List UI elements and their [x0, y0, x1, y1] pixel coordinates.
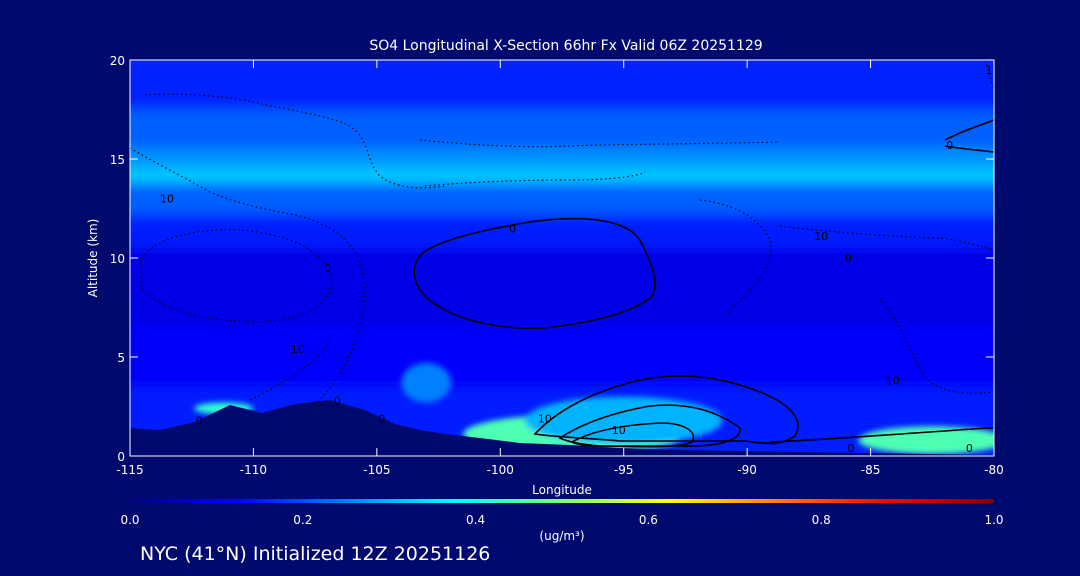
concentration-blob-4 [858, 426, 994, 455]
solid-contours [413, 119, 994, 448]
colorbar-tick-label-0: 0.0 [120, 513, 139, 527]
y-tick-label-2: 10 [110, 252, 125, 266]
contour-right-low [769, 427, 994, 443]
terrain-mask [130, 400, 994, 456]
y-axis-label: Altitude (km) [86, 219, 100, 298]
contour-label-1: 0 [324, 262, 331, 275]
concentration-blob-3 [524, 396, 723, 445]
contour-dotted-left-low [249, 339, 331, 401]
colorbar-tick-label-5: 1.0 [984, 513, 1003, 527]
contour-label-15: 1 [986, 64, 993, 77]
colorbar-tick-label-1: 0.2 [293, 513, 312, 527]
field-band-6 [130, 248, 994, 328]
contour-label-10: 0 [845, 252, 852, 265]
x-tick-label-4: -95 [614, 463, 634, 477]
dotted-contours [130, 60, 994, 406]
contour-label-11: 10 [886, 375, 900, 388]
contour-label-13: 0 [966, 442, 973, 455]
x-tick-label-6: -85 [861, 463, 881, 477]
contour-label-6: 0 [509, 222, 516, 235]
colorbar-tick-label-3: 0.6 [639, 513, 658, 527]
contour-label-4: 0 [196, 414, 203, 427]
contour-label-3: 0 [334, 395, 341, 408]
chart-title: SO4 Longitudinal X-Section 66hr Fx Valid… [369, 38, 762, 54]
contour-label-9: 10 [814, 230, 828, 243]
concentration-blob-6 [401, 362, 451, 403]
x-tick-label-0: -115 [116, 463, 143, 477]
colorbar-tick-label-4: 0.8 [812, 513, 831, 527]
contour-dotted-upper-band [419, 139, 781, 148]
contour-upper-solid [413, 217, 656, 330]
contour-low-inner [570, 422, 695, 448]
y-tick-label-3: 15 [110, 153, 125, 167]
x-tick-label-5: -90 [737, 463, 757, 477]
colorbar-gradient [130, 499, 994, 503]
plot-area: 10 0 10 0 0 0 0 10 10 10 0 10 0 0 0 1 [129, 59, 995, 457]
contour-label-0: 10 [160, 193, 174, 206]
contour-dotted-right-oval [879, 299, 994, 394]
x-tick-label-1: -110 [240, 463, 267, 477]
colorbar-label: (ug/m³) [539, 529, 584, 543]
y-tick-label-4: 20 [110, 54, 125, 68]
x-tick-label-7: -80 [984, 463, 1004, 477]
contour-dotted-top-left [144, 93, 446, 189]
contour-label-12: 0 [847, 442, 854, 455]
contour-low-outer [533, 375, 799, 445]
contour-right-upper-lower [944, 145, 994, 153]
field-band-2 [130, 149, 994, 169]
contour-label-5: 0 [378, 412, 385, 425]
x-axis-label: Longitude [532, 483, 592, 497]
field-band-1 [130, 109, 994, 150]
contour-label-2: 10 [291, 343, 305, 356]
field-band-5 [130, 214, 994, 249]
x-tick-label-2: -105 [363, 463, 390, 477]
field-band-3 [130, 168, 994, 183]
field-band-7 [130, 327, 994, 387]
contour-label-14: 0 [946, 139, 953, 152]
y-tick-label-0: 0 [117, 450, 125, 464]
footer-initialization-text: NYC (41°N) Initialized 12Z 20251126 [140, 543, 491, 565]
field-band-0 [130, 60, 994, 110]
contour-dotted-right-mid [779, 225, 994, 251]
x-tick-label-3: -100 [487, 463, 514, 477]
colorbar-tick-label-2: 0.4 [466, 513, 485, 527]
contour-label-7: 10 [538, 412, 552, 425]
field-band-4 [130, 182, 994, 215]
colorbar: 0.0 0.2 0.4 0.6 0.8 1.0 [120, 499, 1004, 527]
contour-right-upper [944, 119, 994, 141]
y-tick-label-1: 5 [117, 351, 125, 365]
contour-label-8: 10 [612, 424, 626, 437]
